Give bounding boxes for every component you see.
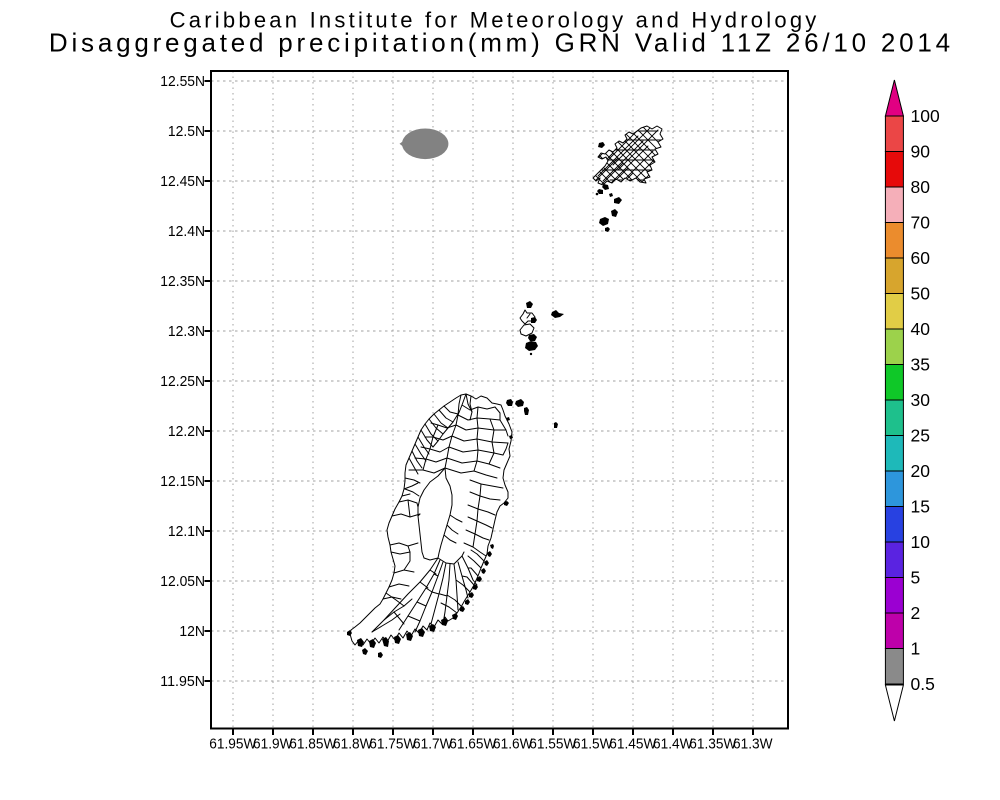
svg-text:61.45W: 61.45W — [609, 737, 656, 753]
svg-text:61.6W: 61.6W — [493, 737, 533, 753]
svg-text:12.1N: 12.1N — [168, 524, 205, 540]
svg-text:1: 1 — [911, 639, 921, 659]
svg-text:61.5W: 61.5W — [573, 737, 613, 753]
svg-text:0.5: 0.5 — [911, 674, 935, 694]
svg-text:5: 5 — [911, 568, 921, 588]
svg-text:61.85W: 61.85W — [289, 737, 336, 753]
svg-text:30: 30 — [911, 390, 931, 410]
svg-text:60: 60 — [911, 248, 931, 268]
svg-text:12.25N: 12.25N — [160, 374, 205, 390]
svg-text:61.8W: 61.8W — [333, 737, 373, 753]
svg-text:12.4N: 12.4N — [168, 224, 205, 240]
svg-text:61.65W: 61.65W — [449, 737, 496, 753]
svg-text:12.35N: 12.35N — [160, 274, 205, 290]
svg-text:12.05N: 12.05N — [160, 574, 205, 590]
svg-text:Caribbean Institute for Meteor: Caribbean Institute for Meteorology and … — [170, 8, 820, 33]
svg-text:90: 90 — [911, 142, 931, 162]
svg-text:20: 20 — [911, 461, 931, 481]
svg-text:70: 70 — [911, 213, 931, 233]
svg-text:11.95N: 11.95N — [160, 674, 205, 690]
svg-text:10: 10 — [911, 532, 931, 552]
svg-text:61.7W: 61.7W — [413, 737, 453, 753]
svg-text:50: 50 — [911, 284, 931, 304]
svg-text:12.2N: 12.2N — [168, 424, 205, 440]
svg-text:12.45N: 12.45N — [160, 174, 205, 190]
svg-text:61.9W: 61.9W — [253, 737, 293, 753]
svg-text:40: 40 — [911, 319, 931, 339]
svg-text:61.4W: 61.4W — [653, 737, 693, 753]
svg-text:100: 100 — [911, 106, 940, 126]
svg-text:25: 25 — [911, 426, 930, 446]
svg-text:61.95W: 61.95W — [209, 737, 256, 753]
svg-text:35: 35 — [911, 355, 930, 375]
svg-text:12.55N: 12.55N — [160, 74, 205, 90]
svg-text:80: 80 — [911, 177, 931, 197]
svg-text:Disaggregated precipitation(mm: Disaggregated precipitation(mm) GRN Vali… — [49, 28, 954, 58]
svg-text:61.3W: 61.3W — [733, 737, 773, 753]
svg-text:61.55W: 61.55W — [529, 737, 576, 753]
svg-text:12.3N: 12.3N — [168, 324, 205, 340]
svg-text:15: 15 — [911, 497, 930, 517]
svg-text:61.35W: 61.35W — [689, 737, 736, 753]
svg-text:12.5N: 12.5N — [168, 124, 205, 140]
svg-text:12.15N: 12.15N — [160, 474, 205, 490]
svg-text:61.75W: 61.75W — [369, 737, 416, 753]
svg-text:2: 2 — [911, 603, 921, 623]
svg-text:12N: 12N — [179, 624, 205, 640]
